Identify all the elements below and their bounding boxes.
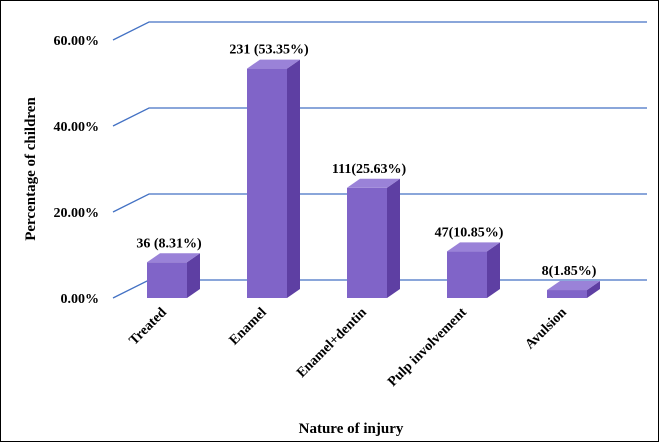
y-tick-label: 60.00% xyxy=(54,34,100,49)
bar xyxy=(147,253,200,298)
bar-front xyxy=(547,290,587,298)
bar-side xyxy=(187,253,200,298)
x-axis-title: Nature of injury xyxy=(299,421,404,437)
y-tick-label: 0.00% xyxy=(61,292,100,307)
x-tick-label: Enamel+dentin xyxy=(294,305,370,381)
gridline xyxy=(112,107,647,127)
x-tick-labels: Treated Enamel Enamel+dentin Pulp involveme… xyxy=(127,305,570,390)
data-label: 36 (8.31%) xyxy=(136,236,202,251)
bar-side xyxy=(287,59,300,298)
bar-top xyxy=(447,242,500,252)
y-axis-title: Percentage of children xyxy=(23,97,39,241)
bar-side xyxy=(387,178,400,298)
x-tick-label: Treated xyxy=(127,305,170,348)
bar xyxy=(447,242,500,298)
data-label: 231 (53.35%) xyxy=(229,43,309,58)
bar xyxy=(547,281,600,298)
bar xyxy=(347,178,400,298)
y-tick-labels: 0.00% 20.00% 40.00% 60.00% xyxy=(54,34,100,307)
bar-top xyxy=(147,253,200,263)
x-tick-label: Enamel xyxy=(227,305,270,348)
data-label: 111(25.63%) xyxy=(332,162,407,177)
y-tick-label: 20.00% xyxy=(54,206,100,221)
bar-top xyxy=(347,178,400,188)
gridline xyxy=(112,21,647,41)
bar-top xyxy=(247,59,300,69)
data-label: 47(10.85%) xyxy=(435,225,504,240)
bar-side xyxy=(587,281,600,298)
bar-top xyxy=(547,281,600,291)
bar-front xyxy=(347,187,387,298)
x-tick-label: Avulsion xyxy=(523,305,570,352)
bar-front xyxy=(147,262,187,298)
bars xyxy=(147,59,600,298)
bar-side xyxy=(487,242,500,298)
x-tick-label: Pulp involvement xyxy=(385,305,470,390)
bar-front xyxy=(447,251,487,298)
data-labels: 36 (8.31%) 231 (53.35%) 111(25.63%) 47(10.8… xyxy=(136,43,596,279)
gridline xyxy=(112,193,647,213)
data-label: 8(1.85%) xyxy=(542,264,597,279)
y-tick-label: 40.00% xyxy=(54,120,100,135)
bar xyxy=(247,59,300,298)
bar-front xyxy=(247,68,287,298)
